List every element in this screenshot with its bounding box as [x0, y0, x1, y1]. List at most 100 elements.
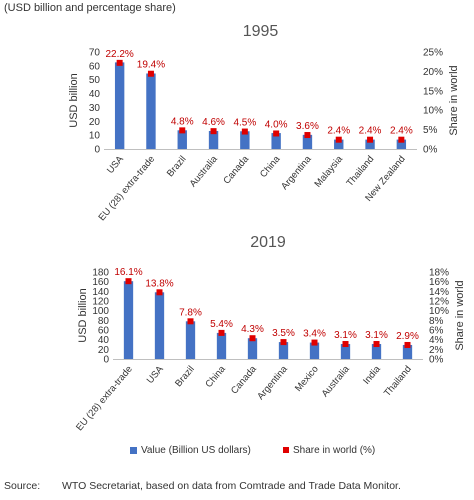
chart-2019-bar-0: [123, 281, 134, 359]
unit-note: (USD billion and percentage share): [4, 2, 176, 14]
chart-2019-category-label-2: Brazil: [173, 364, 197, 389]
chart-2019-marker-label-9: 2.9%: [396, 331, 419, 342]
chart-2019-marker-label-4: 4.3%: [241, 324, 264, 335]
chart-1995-marker-label-3: 4.6%: [202, 117, 225, 128]
chart-1995-marker-label-2: 4.8%: [171, 116, 194, 127]
chart-2019-ylabel: USD billion: [77, 288, 89, 342]
chart-1995-category-label-5: China: [258, 153, 283, 180]
chart-1995-category-label-4: Canada: [221, 153, 251, 186]
chart-2019-category-label-8: India: [361, 363, 383, 386]
chart-2019-marker-7: [342, 341, 349, 348]
chart-1995-marker-label-0: 22.2%: [105, 49, 133, 60]
chart-1995-left-tick-label: 30: [89, 103, 101, 114]
source-note: Source: WTO Secretariat, based on data fr…: [4, 480, 401, 492]
legend-marker-swatch: [283, 447, 289, 453]
chart-1995-title: 1995: [243, 23, 279, 40]
source-label: Source:: [4, 480, 41, 492]
chart-2019-category-label-5: Argentina: [255, 363, 290, 402]
chart-2019-category-label-9: Thailand: [382, 364, 414, 399]
chart-2019-marker-0: [125, 278, 132, 285]
chart-1995-right-tick-label: 15%: [423, 86, 443, 97]
chart-2019-right-tick-label: 18%: [429, 268, 449, 279]
legend-bar-label: Value (Billion US dollars): [141, 445, 251, 456]
chart-2019-right-tick-label: 2%: [429, 345, 444, 356]
chart-2019-marker-label-1: 13.8%: [145, 278, 173, 289]
chart-2019-bar-1: [154, 292, 165, 359]
chart-2019-category-label-1: USA: [145, 363, 166, 386]
chart-2019-marker-2: [187, 318, 194, 325]
chart-1995-marker-label-9: 2.4%: [390, 126, 413, 137]
chart-1995-marker-label-6: 3.6%: [296, 121, 319, 132]
chart-2019-right-tick-label: 14%: [429, 287, 449, 298]
chart-2019-marker-6: [311, 339, 318, 346]
chart-2019-left-tick-label: 80: [98, 316, 110, 327]
chart-2019-marker-label-3: 5.4%: [210, 319, 233, 330]
chart-1995-right-tick-label: 20%: [423, 67, 443, 78]
chart-1995-category-label-3: Australia: [188, 153, 221, 189]
chart-1995-marker-0: [116, 59, 123, 66]
chart-2019-left-tick-label: 120: [92, 297, 109, 308]
chart-1995-marker-label-7: 2.4%: [327, 126, 350, 137]
chart-2019-marker-label-2: 7.8%: [179, 307, 202, 318]
chart-2019-category-label-4: Canada: [229, 363, 259, 396]
chart-2019-marker-label-7: 3.1%: [334, 330, 357, 341]
chart-1995-bar-3: [208, 130, 219, 149]
chart-2019-left-tick-label: 140: [92, 287, 109, 298]
chart-2019-left-tick-label: 20: [98, 345, 110, 356]
chart-2019-marker-label-5: 3.5%: [272, 328, 295, 339]
chart-2019-bar-5: [278, 342, 289, 359]
chart-2019-marker-4: [249, 335, 256, 342]
chart-2019-left-tick-label: 100: [92, 306, 109, 317]
chart-1995-right-tick-label: 10%: [423, 106, 443, 117]
chart-1995-marker-2: [179, 127, 186, 134]
chart-1995-marker-4: [241, 128, 248, 135]
chart-1995-marker-label-1: 19.4%: [137, 60, 165, 71]
chart-2019-marker-3: [218, 329, 225, 336]
chart-1995-marker-label-4: 4.5%: [233, 118, 256, 129]
chart-2019-right-tick-label: 12%: [429, 297, 449, 308]
chart-1995-category-label-0: USA: [105, 153, 126, 176]
chart-1995-bar-6: [302, 134, 313, 149]
chart-1995-left-tick-label: 10: [89, 131, 101, 142]
chart-1995-ylabel: USD billion: [68, 73, 80, 127]
chart-2019-marker-9: [404, 341, 411, 348]
chart-1995-marker-8: [367, 136, 374, 143]
chart-2019-right-tick-label: 0%: [429, 355, 444, 366]
chart-1995-category-label-1: EU (28) extra-trade: [97, 154, 158, 223]
chart-2019-marker-label-6: 3.4%: [303, 329, 326, 340]
chart-2019-marker-5: [280, 339, 287, 346]
chart-1995-left-tick-label: 0: [94, 145, 100, 156]
chart-2019-bar-2: [185, 321, 196, 359]
chart-1995-category-label-2: Brazil: [165, 154, 189, 179]
chart-2019-category-label-3: China: [203, 363, 228, 390]
chart-2019-category-label-6: Mexico: [293, 364, 321, 394]
chart-1995-category-label-7: Malaysia: [313, 153, 346, 189]
chart-2019-bar-3: [216, 332, 227, 359]
chart-2019-bar-9: [402, 344, 413, 359]
chart-1995-right-tick-label: 0%: [423, 145, 438, 156]
chart-1995-right-tick-label: 25%: [423, 48, 443, 59]
chart-1995-left-tick-label: 50: [89, 75, 101, 86]
chart-1995-marker-label-8: 2.4%: [359, 126, 382, 137]
chart-2019-left-tick-label: 0: [103, 355, 109, 366]
chart-2019-left-tick-label: 40: [98, 335, 110, 346]
chart-1995-left-tick-label: 40: [89, 89, 101, 100]
chart-1995-left-tick-label: 70: [89, 48, 101, 59]
chart-1995-bar-8: [365, 139, 375, 149]
chart-2019-left-tick-label: 60: [98, 326, 110, 337]
chart-1995-left-tick-label: 60: [89, 61, 101, 72]
chart-2019-category-label-0: EU (28) extra-trade: [74, 364, 135, 433]
chart-2019-right-tick-label: 4%: [429, 335, 444, 346]
chart-1995-bar-2: [177, 130, 187, 149]
legend-marker-label: Share in world (%): [293, 445, 375, 456]
chart-2019-marker-label-0: 16.1%: [114, 267, 142, 278]
chart-1995-category-label-8: Thailand: [344, 154, 376, 189]
chart-1995-bar-0: [114, 62, 125, 150]
chart-1995-right-tick-label: 5%: [423, 125, 438, 136]
legend-bar-swatch: [130, 447, 137, 454]
chart-1995-bar-9: [396, 139, 407, 149]
chart-2019-left-tick-label: 160: [92, 277, 109, 288]
chart-2019-marker-8: [373, 341, 380, 348]
charts-figure: 1995 0 10 20 30 40 50 60 70 0% 5% 10% 15% 20% 25% USD b…: [68, 23, 466, 456]
chart-2019-marker-1: [156, 289, 163, 296]
